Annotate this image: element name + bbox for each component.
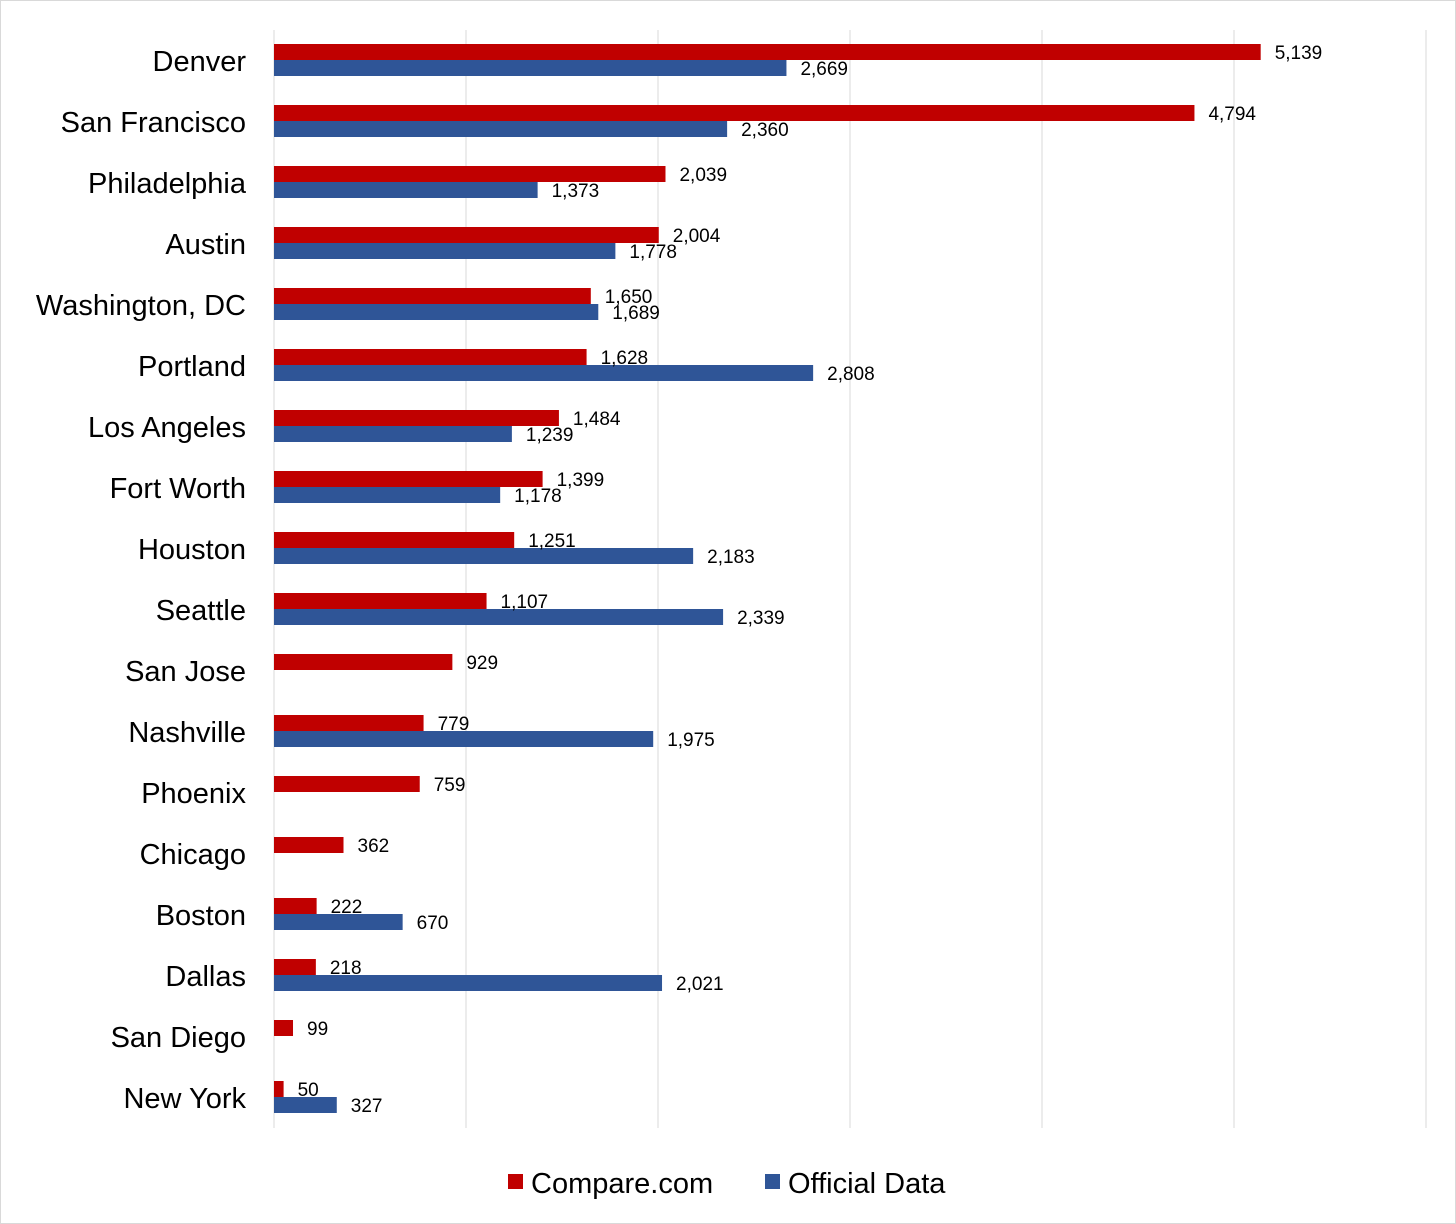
data-label-official-data-austin: 1,778 <box>629 242 677 263</box>
bar-compare-com-san-jose <box>274 654 453 670</box>
bar-official-data-philadelphia <box>274 182 538 198</box>
bar-official-data-fort-worth <box>274 487 501 503</box>
data-label-official-data-fort-worth: 1,178 <box>514 486 562 507</box>
bar-official-data-denver <box>274 60 787 76</box>
legend: Compare.com Official Data <box>508 1168 946 1200</box>
category-label-phoenix: Phoenix <box>141 778 246 810</box>
gridlines <box>273 30 1427 1128</box>
data-label-compare-com-chicago: 362 <box>358 836 390 857</box>
data-label-compare-com-new-york: 50 <box>298 1080 319 1101</box>
legend-swatch-compare-com <box>508 1174 523 1189</box>
data-label-compare-com-dallas: 218 <box>330 958 362 979</box>
bar-official-data-seattle <box>274 609 724 625</box>
category-label-fort-worth: Fort Worth <box>110 473 246 505</box>
bar-official-data-austin <box>274 243 616 259</box>
category-label-boston: Boston <box>156 900 246 932</box>
category-label-houston: Houston <box>138 534 246 566</box>
data-label-compare-com-portland: 1,628 <box>601 348 649 369</box>
legend-label-official-data: Official Data <box>788 1168 946 1200</box>
bar-compare-com-washington-dc <box>274 288 591 304</box>
data-label-compare-com-san-diego: 99 <box>307 1019 328 1040</box>
data-label-official-data-philadelphia: 1,373 <box>552 181 600 202</box>
data-label-compare-com-phoenix: 759 <box>434 775 466 796</box>
data-label-official-data-portland: 2,808 <box>827 364 875 385</box>
bar-official-data-dallas <box>274 975 663 991</box>
category-label-dallas: Dallas <box>165 961 246 993</box>
category-label-new-york: New York <box>123 1083 246 1115</box>
bar-official-data-houston <box>274 548 694 564</box>
bar-compare-com-austin <box>274 227 659 243</box>
bar-compare-com-chicago <box>274 837 344 853</box>
data-label-official-data-san-francisco: 2,360 <box>741 120 789 141</box>
data-label-compare-com-denver: 5,139 <box>1275 43 1323 64</box>
data-label-official-data-nashville: 1,975 <box>667 730 715 751</box>
data-label-compare-com-seattle: 1,107 <box>501 592 549 613</box>
category-label-los-angeles: Los Angeles <box>88 412 246 444</box>
category-label-seattle: Seattle <box>156 595 246 627</box>
bar-compare-com-fort-worth <box>274 471 543 487</box>
bar-compare-com-philadelphia <box>274 166 666 182</box>
category-label-nashville: Nashville <box>128 717 246 749</box>
data-label-compare-com-nashville: 779 <box>438 714 470 735</box>
bars <box>274 44 1261 1113</box>
data-label-official-data-denver: 2,669 <box>800 59 848 80</box>
data-label-official-data-los-angeles: 1,239 <box>526 425 574 446</box>
data-label-official-data-seattle: 2,339 <box>737 608 785 629</box>
data-label-official-data-houston: 2,183 <box>707 547 755 568</box>
data-label-compare-com-los-angeles: 1,484 <box>573 409 621 430</box>
bar-official-data-san-francisco <box>274 121 728 137</box>
data-label-compare-com-fort-worth: 1,399 <box>557 470 605 491</box>
bar-compare-com-houston <box>274 532 515 548</box>
bar-official-data-new-york <box>274 1097 337 1113</box>
category-label-philadelphia: Philadelphia <box>88 168 247 200</box>
bar-compare-com-denver <box>274 44 1261 60</box>
category-label-portland: Portland <box>138 351 246 383</box>
bar-compare-com-new-york <box>274 1081 284 1097</box>
category-label-denver: Denver <box>153 46 247 78</box>
data-label-compare-com-philadelphia: 2,039 <box>679 165 727 186</box>
legend-swatch-official-data <box>765 1174 780 1189</box>
bar-official-data-portland <box>274 365 814 381</box>
data-label-compare-com-san-jose: 929 <box>466 653 498 674</box>
bar-compare-com-phoenix <box>274 776 420 792</box>
data-label-official-data-boston: 670 <box>417 913 449 934</box>
bar-compare-com-dallas <box>274 959 316 975</box>
value-labels: 5,139 2,669 4,794 2,360 2,039 1,373 2,0041,778… <box>298 43 1323 1117</box>
category-label-san-francisco: San Francisco <box>61 107 246 139</box>
bar-compare-com-portland <box>274 349 587 365</box>
bar-official-data-nashville <box>274 731 654 747</box>
bar-compare-com-boston <box>274 898 317 914</box>
category-labels: Denver San Francisco Philadelphia Austin Was… <box>36 46 247 1115</box>
bar-compare-com-nashville <box>274 715 424 731</box>
legend-label-compare-com: Compare.com <box>531 1168 713 1200</box>
category-label-washington-dc: Washington, DC <box>36 290 246 322</box>
data-label-compare-com-san-francisco: 4,794 <box>1208 104 1256 125</box>
data-label-compare-com-austin: 2,004 <box>673 226 721 247</box>
category-label-san-jose: San Jose <box>125 656 246 688</box>
bar-compare-com-san-diego <box>274 1020 294 1036</box>
category-label-austin: Austin <box>165 229 246 261</box>
bar-compare-com-seattle <box>274 593 487 609</box>
category-label-san-diego: San Diego <box>111 1022 246 1054</box>
data-label-official-data-dallas: 2,021 <box>676 974 724 995</box>
bar-official-data-los-angeles <box>274 426 512 442</box>
data-label-compare-com-houston: 1,251 <box>528 531 576 552</box>
data-label-compare-com-boston: 222 <box>331 897 363 918</box>
data-label-official-data-washington-dc: 1,689 <box>612 303 660 324</box>
bar-compare-com-los-angeles <box>274 410 559 426</box>
data-label-compare-com-washington-dc: 1,650 <box>605 287 653 308</box>
data-label-official-data-new-york: 327 <box>351 1096 383 1117</box>
bar-compare-com-san-francisco <box>274 105 1195 121</box>
category-label-chicago: Chicago <box>140 839 246 871</box>
bar-official-data-washington-dc <box>274 304 599 320</box>
bar-official-data-boston <box>274 914 403 930</box>
